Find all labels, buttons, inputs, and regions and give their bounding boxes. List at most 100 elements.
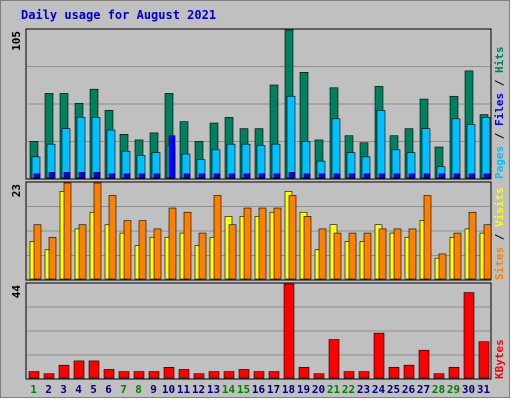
sites-bar [33, 224, 42, 280]
sites-bar [378, 228, 387, 280]
kbytes-bar [328, 339, 340, 379]
sites-bar [138, 220, 147, 280]
files-bar [421, 128, 431, 179]
day-label: 26 [402, 383, 416, 396]
sites-bar [243, 207, 252, 280]
pages-bar [438, 173, 446, 179]
sites-bar [48, 236, 57, 280]
y-max-label: 44 [10, 285, 23, 299]
sites-bar [198, 232, 207, 280]
files-bar [256, 145, 266, 179]
pages-bar [348, 173, 356, 179]
pages-bar [378, 173, 386, 179]
kbytes-bar [103, 369, 115, 379]
kbytes-bar [403, 364, 415, 379]
kbytes-bar [463, 292, 475, 379]
sites-bar [183, 211, 192, 280]
legend-entry: / [493, 233, 506, 247]
sites-bar [153, 228, 162, 280]
sites-bar [258, 207, 267, 280]
sites-bar [78, 224, 87, 280]
day-label: 10 [162, 383, 175, 396]
kbytes-bar [418, 349, 430, 379]
panel-border [25, 282, 492, 380]
kbytes-bar [178, 369, 190, 379]
legend-text: Pages / Files / Hits [493, 47, 506, 180]
files-bar [331, 118, 341, 179]
day-label: 27 [417, 383, 430, 396]
day-label: 25 [387, 383, 400, 396]
kbytes-bar [163, 367, 175, 379]
files-bar [271, 143, 281, 179]
files-bar [61, 128, 71, 179]
sites-bar [318, 228, 327, 280]
day-label: 29 [447, 383, 460, 396]
pages-bar [333, 173, 341, 179]
files-bar [466, 124, 476, 179]
day-label: 28 [432, 383, 445, 396]
kbytes-bar [43, 373, 55, 379]
pages-bar [168, 135, 176, 179]
pages-bar [273, 173, 281, 179]
files-bar [481, 117, 491, 179]
day-label: 7 [120, 383, 127, 396]
sites-bar [303, 216, 312, 280]
kbytes-bar [208, 371, 220, 379]
day-label: 21 [327, 383, 341, 396]
kbytes-bar [268, 371, 280, 379]
legend-text: Sites / Visits [493, 187, 506, 280]
kbytes-bar [358, 371, 370, 379]
day-label: 16 [252, 383, 266, 396]
pages-bar [243, 173, 251, 179]
legend-entry: Pages [493, 146, 506, 179]
day-label: 5 [90, 383, 97, 396]
files-bar [91, 117, 101, 179]
kbytes-bar [298, 367, 310, 379]
kbytes-bar [388, 367, 400, 379]
day-label: 23 [357, 383, 370, 396]
kbytes-bar [223, 371, 235, 379]
files-bar [451, 118, 461, 179]
day-label: 13 [207, 383, 220, 396]
pages-bar [48, 172, 56, 179]
files-bar [241, 143, 251, 179]
sites-bar [438, 253, 447, 280]
day-label: 6 [105, 383, 112, 396]
pages-bar [63, 172, 71, 179]
day-label: 8 [135, 383, 142, 396]
sites-bar [363, 232, 372, 280]
day-label: 12 [192, 383, 205, 396]
day-label: 14 [222, 383, 236, 396]
sites-bar [168, 207, 177, 280]
kbytes-bar [28, 371, 40, 379]
kbytes-bar [88, 360, 100, 379]
pages-bar [318, 173, 326, 179]
pages-bar [228, 173, 236, 179]
sites-bar [333, 232, 342, 280]
sites-bar [348, 232, 357, 280]
pages-bar [153, 173, 161, 179]
legend-entry: Sites [493, 247, 506, 280]
y-max-label: 23 [10, 184, 23, 197]
pages-bar [198, 173, 206, 179]
kbytes-bar [373, 332, 385, 379]
kbytes-bar [238, 369, 250, 379]
day-label: 9 [150, 383, 157, 396]
pages-bar [78, 172, 86, 179]
day-label: 31 [477, 383, 491, 396]
pages-bar [468, 173, 476, 179]
sites-bar [123, 220, 132, 280]
pages-bar [408, 173, 416, 179]
day-label: 17 [267, 383, 280, 396]
sites-bar [273, 207, 282, 280]
sites-bar [423, 195, 432, 280]
legend-entry: Visits [493, 187, 506, 233]
day-label: 15 [237, 383, 250, 396]
sites-bar [228, 224, 237, 280]
pages-bar [213, 173, 221, 179]
pages-bar [183, 173, 191, 179]
sites-bar [468, 211, 477, 280]
kbytes-bar [148, 371, 160, 379]
pages-bar [453, 173, 461, 179]
